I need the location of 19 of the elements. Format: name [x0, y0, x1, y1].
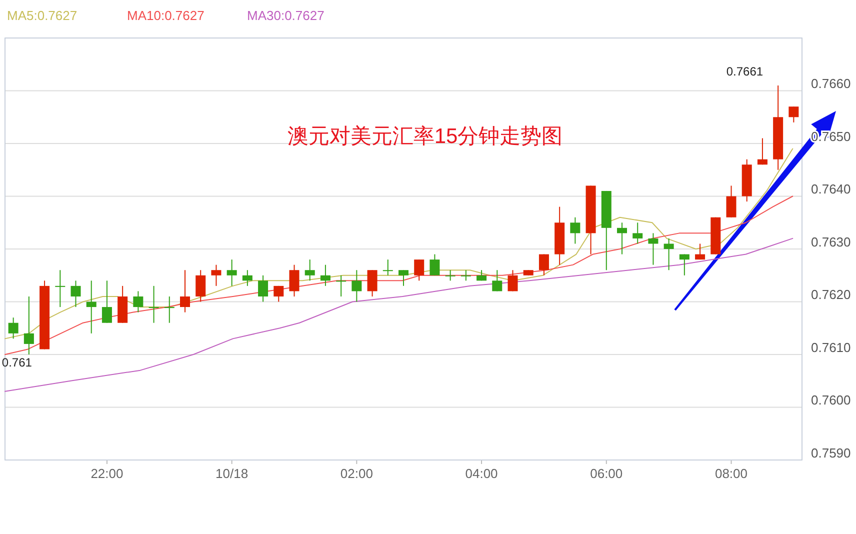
y-tick-label: 0.7620: [811, 287, 851, 302]
y-tick-label: 0.7600: [811, 392, 851, 408]
x-tick-label: 22:00: [90, 466, 124, 481]
annotation: 0.7661: [726, 64, 764, 78]
y-tick-label: 0.7630: [811, 234, 851, 250]
x-tick-label: 10/18: [216, 466, 248, 481]
text: MA30:0.7627: [247, 8, 324, 23]
text: MA10:0.7627: [127, 8, 204, 23]
x-tick-label: 08:00: [714, 466, 748, 481]
y-tick-label: 0.7640: [811, 182, 851, 197]
text: MA5:0.7627: [7, 8, 78, 23]
x-tick-label: 02:00: [340, 466, 373, 481]
annotation: 0.761: [2, 356, 32, 370]
y-tick-label: 0.7590: [811, 445, 851, 460]
x-tick-label: 04:00: [465, 466, 498, 481]
x-tick-label: 06:00: [590, 466, 623, 481]
y-tick-label: 0.7660: [811, 76, 851, 92]
text: 澳元对美元汇率15分钟走势图: [287, 125, 563, 148]
y-tick-label: 0.7610: [811, 340, 851, 355]
